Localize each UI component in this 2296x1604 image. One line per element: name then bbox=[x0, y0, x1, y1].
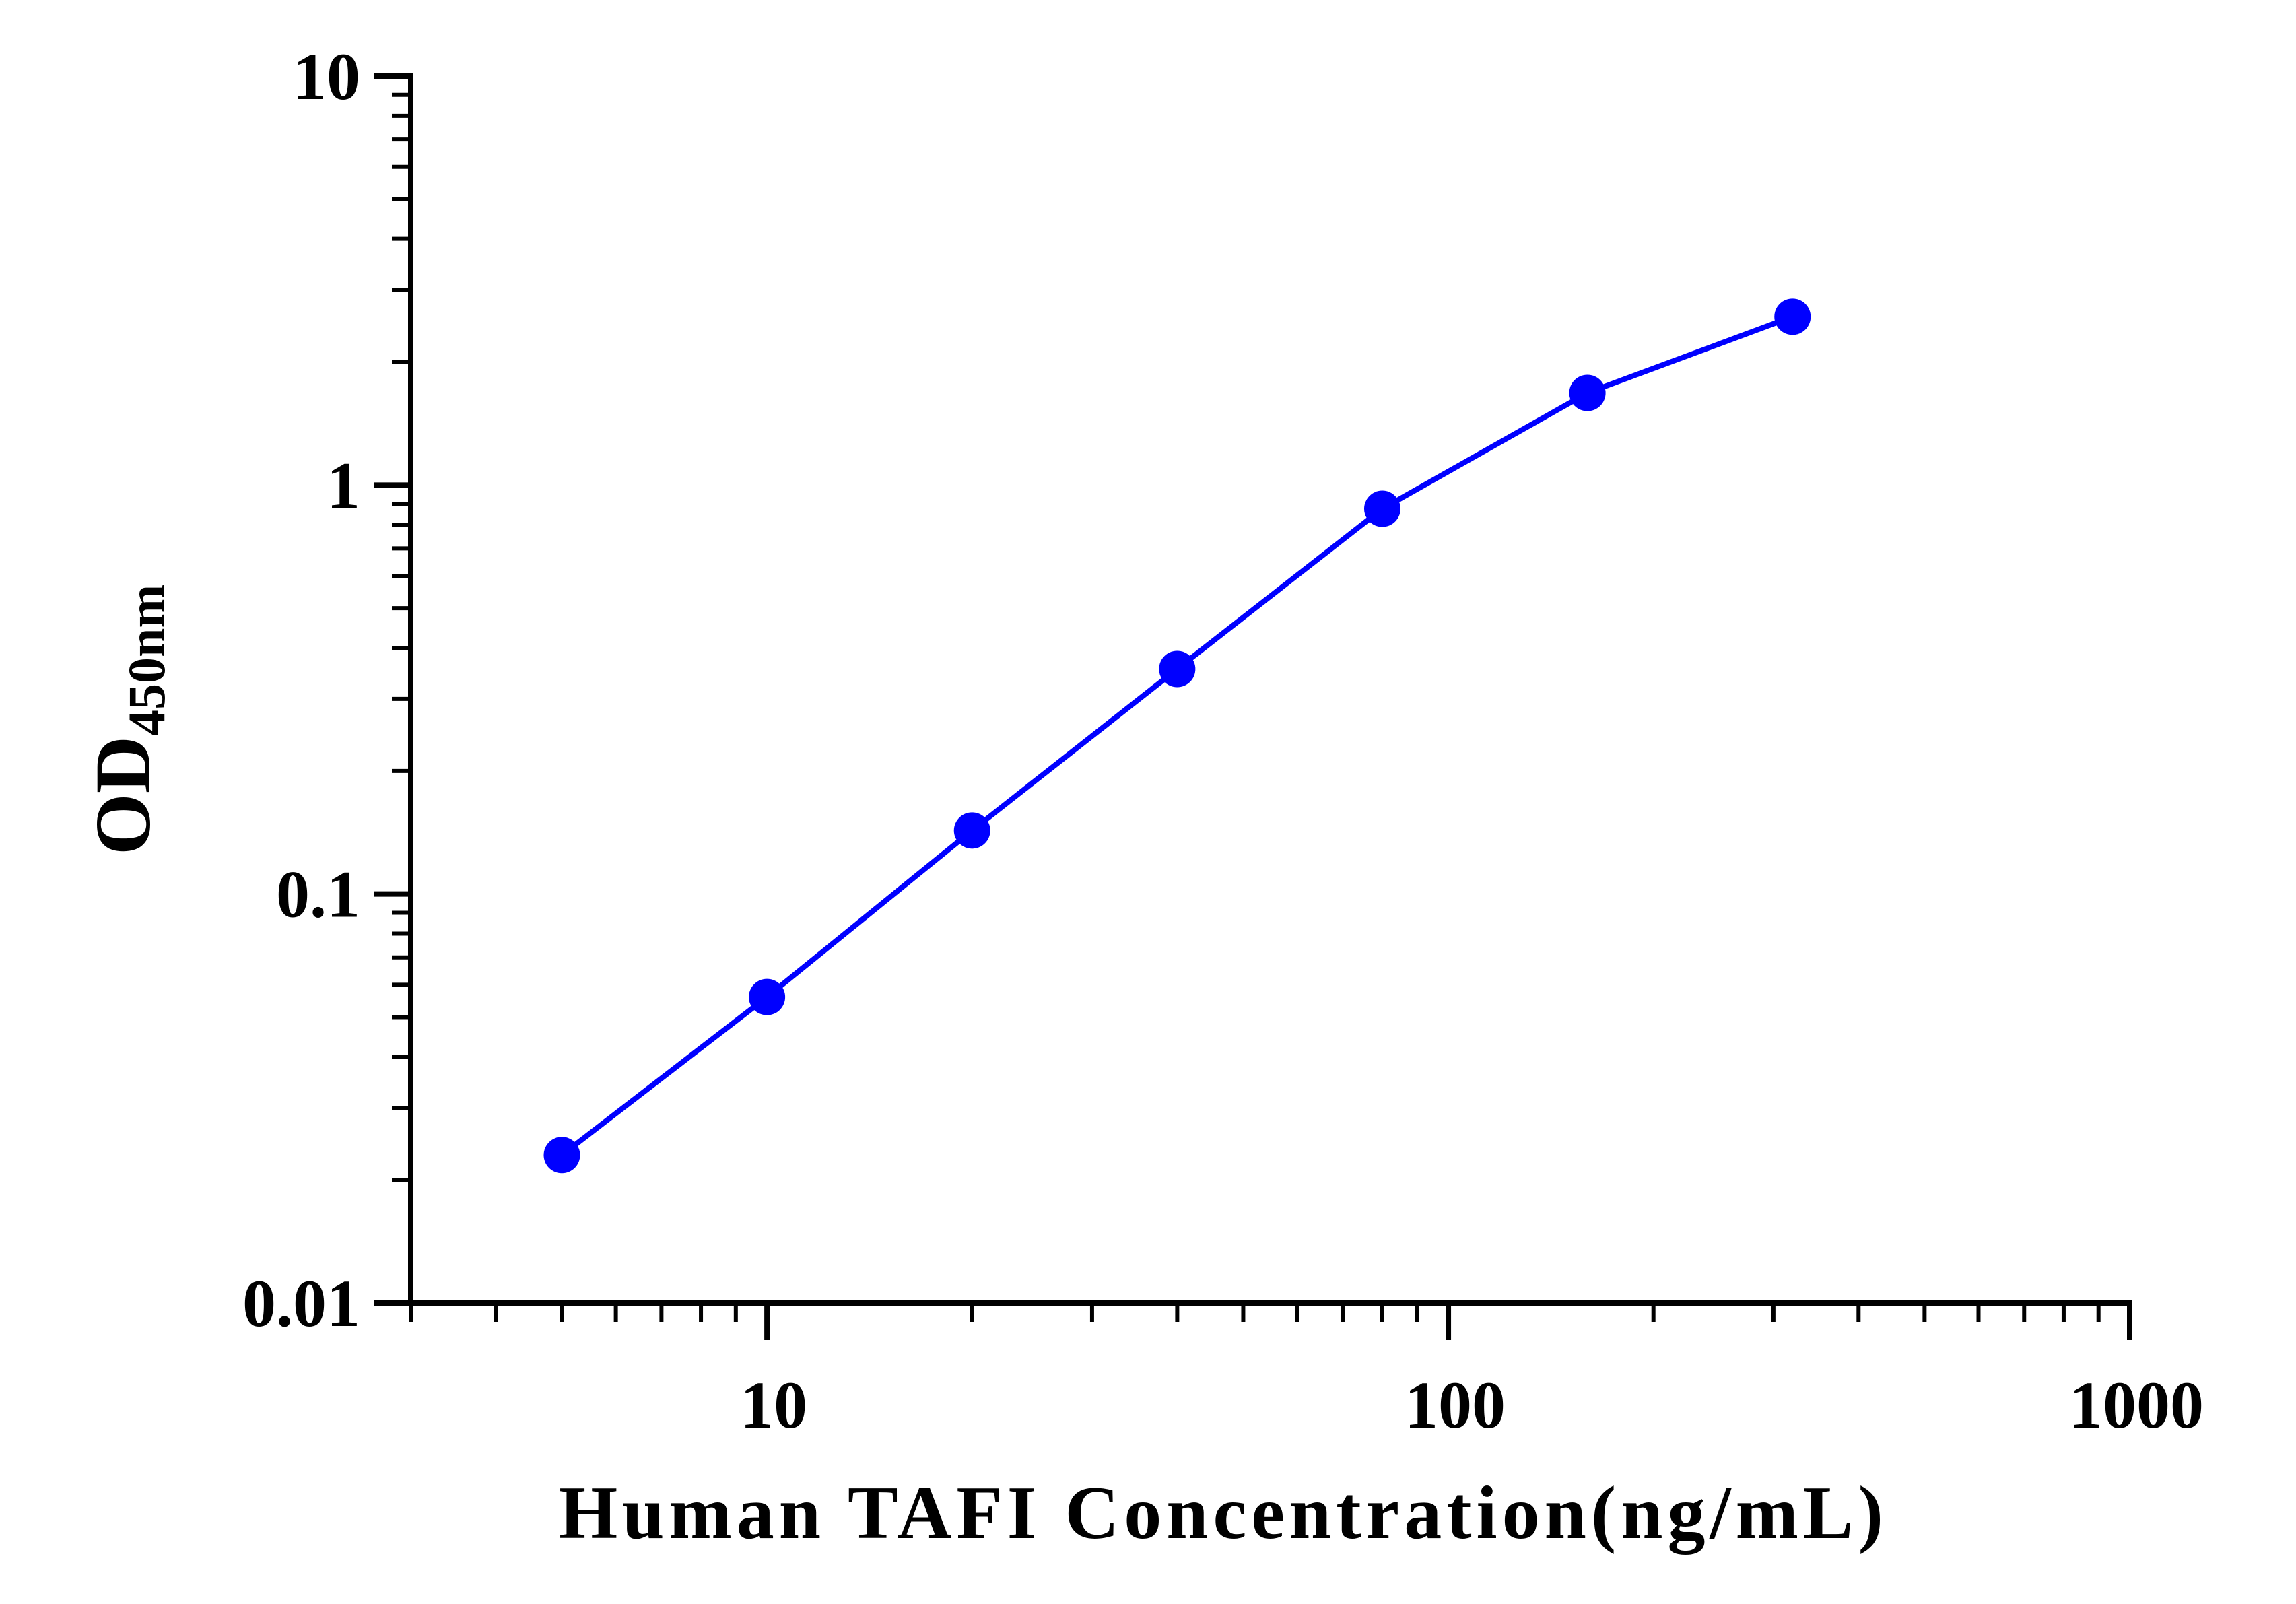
y-axis-ticks: 0.01 0.1 1 10 bbox=[242, 39, 411, 1341]
y-axis-title-subscript: 450nm bbox=[117, 584, 176, 736]
x-axis-ticks: 10 100 1000 bbox=[409, 1303, 2204, 1442]
y-axis-title: OD450nm bbox=[79, 584, 176, 855]
data-point bbox=[1774, 298, 1811, 335]
data-point bbox=[749, 978, 786, 1015]
x-axis-title: Human TAFI Concentration(ng/mL) bbox=[559, 1471, 1888, 1555]
y-axis-title-main: OD bbox=[79, 736, 167, 855]
data-point bbox=[543, 1137, 580, 1174]
series bbox=[543, 298, 1811, 1174]
axes bbox=[408, 73, 2132, 1306]
y-tick-label: 1 bbox=[327, 448, 360, 523]
data-point bbox=[1363, 490, 1400, 527]
y-tick-label: 0.1 bbox=[276, 857, 360, 932]
data-point bbox=[1569, 374, 1606, 411]
y-tick-label: 10 bbox=[293, 39, 360, 114]
series-line bbox=[560, 314, 1794, 1158]
x-tick-label: 10 bbox=[740, 1368, 807, 1442]
y-tick-label: 0.01 bbox=[242, 1266, 360, 1341]
x-tick-label: 1000 bbox=[2069, 1368, 2204, 1442]
x-tick-label: 100 bbox=[1405, 1368, 1506, 1442]
data-point bbox=[953, 812, 990, 849]
data-point bbox=[1159, 650, 1196, 688]
